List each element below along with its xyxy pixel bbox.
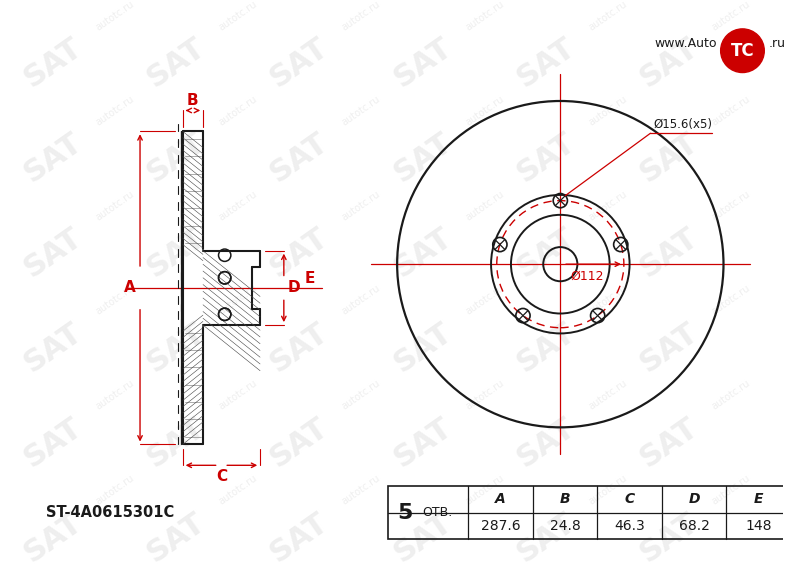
Text: SAT: SAT xyxy=(511,222,581,283)
Text: autotc.ru: autotc.ru xyxy=(340,473,382,507)
Text: autotc.ru: autotc.ru xyxy=(217,0,259,33)
Text: ОТВ.: ОТВ. xyxy=(422,506,452,519)
Text: autotc.ru: autotc.ru xyxy=(710,378,752,412)
Text: autotc.ru: autotc.ru xyxy=(94,189,135,222)
Text: SAT: SAT xyxy=(18,507,87,568)
Text: autotc.ru: autotc.ru xyxy=(94,93,135,127)
Text: autotc.ru: autotc.ru xyxy=(586,284,629,317)
Text: autotc.ru: autotc.ru xyxy=(94,284,135,317)
Text: autotc.ru: autotc.ru xyxy=(463,0,506,33)
Text: SAT: SAT xyxy=(511,507,581,568)
Text: autotc.ru: autotc.ru xyxy=(94,0,135,33)
Text: C: C xyxy=(625,492,634,507)
Text: autotc.ru: autotc.ru xyxy=(710,189,752,222)
Text: SAT: SAT xyxy=(511,413,581,473)
Text: D: D xyxy=(288,280,301,296)
Text: SAT: SAT xyxy=(511,317,581,378)
Text: autotc.ru: autotc.ru xyxy=(463,473,506,507)
Text: 46.3: 46.3 xyxy=(614,519,645,533)
Text: TC: TC xyxy=(730,42,754,60)
Text: autotc.ru: autotc.ru xyxy=(340,284,382,317)
Text: autotc.ru: autotc.ru xyxy=(586,473,629,507)
Text: 68.2: 68.2 xyxy=(678,519,710,533)
Text: autotc.ru: autotc.ru xyxy=(217,284,259,317)
Text: autotc.ru: autotc.ru xyxy=(217,378,259,412)
Text: autotc.ru: autotc.ru xyxy=(94,473,135,507)
Text: C: C xyxy=(216,469,227,484)
Text: SAT: SAT xyxy=(18,33,87,93)
Text: SAT: SAT xyxy=(18,317,87,378)
Text: Ø112: Ø112 xyxy=(570,270,604,283)
Text: autotc.ru: autotc.ru xyxy=(340,93,382,127)
Text: 24.8: 24.8 xyxy=(550,519,581,533)
Bar xyxy=(388,486,791,539)
Text: SAT: SAT xyxy=(142,507,210,568)
Text: D: D xyxy=(688,492,700,507)
Text: SAT: SAT xyxy=(265,33,334,93)
Text: autotc.ru: autotc.ru xyxy=(340,0,382,33)
Text: SAT: SAT xyxy=(265,128,334,188)
Text: SAT: SAT xyxy=(142,33,210,93)
Text: B: B xyxy=(560,492,570,507)
Text: SAT: SAT xyxy=(388,222,458,283)
Text: ST-4A0615301C: ST-4A0615301C xyxy=(46,505,174,520)
Text: SAT: SAT xyxy=(388,33,458,93)
Text: E: E xyxy=(754,492,763,507)
Text: B: B xyxy=(187,93,198,108)
Text: .ru: .ru xyxy=(769,37,786,50)
Text: SAT: SAT xyxy=(18,222,87,283)
Text: autotc.ru: autotc.ru xyxy=(586,93,629,127)
Text: SAT: SAT xyxy=(265,222,334,283)
Text: SAT: SAT xyxy=(635,222,704,283)
Text: autotc.ru: autotc.ru xyxy=(463,284,506,317)
Text: autotc.ru: autotc.ru xyxy=(586,189,629,222)
Text: SAT: SAT xyxy=(142,317,210,378)
Text: SAT: SAT xyxy=(511,128,581,188)
Text: SAT: SAT xyxy=(18,128,87,188)
Text: www.Auto: www.Auto xyxy=(654,37,717,50)
Text: SAT: SAT xyxy=(388,128,458,188)
Text: A: A xyxy=(124,280,135,296)
Text: autotc.ru: autotc.ru xyxy=(710,0,752,33)
Text: SAT: SAT xyxy=(142,222,210,283)
Text: SAT: SAT xyxy=(265,317,334,378)
Text: SAT: SAT xyxy=(142,413,210,473)
Text: SAT: SAT xyxy=(388,413,458,473)
Text: autotc.ru: autotc.ru xyxy=(463,189,506,222)
Text: autotc.ru: autotc.ru xyxy=(217,93,259,127)
Text: autotc.ru: autotc.ru xyxy=(340,378,382,412)
Text: autotc.ru: autotc.ru xyxy=(710,93,752,127)
Text: SAT: SAT xyxy=(511,33,581,93)
Text: SAT: SAT xyxy=(635,128,704,188)
Text: SAT: SAT xyxy=(265,413,334,473)
Text: 287.6: 287.6 xyxy=(481,519,520,533)
Text: E: E xyxy=(304,271,314,286)
Text: SAT: SAT xyxy=(388,507,458,568)
Text: A: A xyxy=(495,492,506,507)
Text: SAT: SAT xyxy=(635,33,704,93)
Text: Ø15.6(x5): Ø15.6(x5) xyxy=(654,118,712,131)
Text: 5: 5 xyxy=(397,503,413,523)
Text: 148: 148 xyxy=(746,519,772,533)
Text: autotc.ru: autotc.ru xyxy=(710,473,752,507)
Text: autotc.ru: autotc.ru xyxy=(463,93,506,127)
Text: SAT: SAT xyxy=(635,317,704,378)
Text: SAT: SAT xyxy=(388,317,458,378)
Circle shape xyxy=(721,29,764,73)
Text: SAT: SAT xyxy=(635,507,704,568)
Text: autotc.ru: autotc.ru xyxy=(217,189,259,222)
Text: autotc.ru: autotc.ru xyxy=(586,378,629,412)
Text: autotc.ru: autotc.ru xyxy=(340,189,382,222)
Text: autotc.ru: autotc.ru xyxy=(463,378,506,412)
Text: SAT: SAT xyxy=(18,413,87,473)
Text: autotc.ru: autotc.ru xyxy=(217,473,259,507)
Text: autotc.ru: autotc.ru xyxy=(710,284,752,317)
Text: SAT: SAT xyxy=(635,413,704,473)
Text: autotc.ru: autotc.ru xyxy=(586,0,629,33)
Text: SAT: SAT xyxy=(142,128,210,188)
Text: autotc.ru: autotc.ru xyxy=(94,378,135,412)
Text: SAT: SAT xyxy=(265,507,334,568)
